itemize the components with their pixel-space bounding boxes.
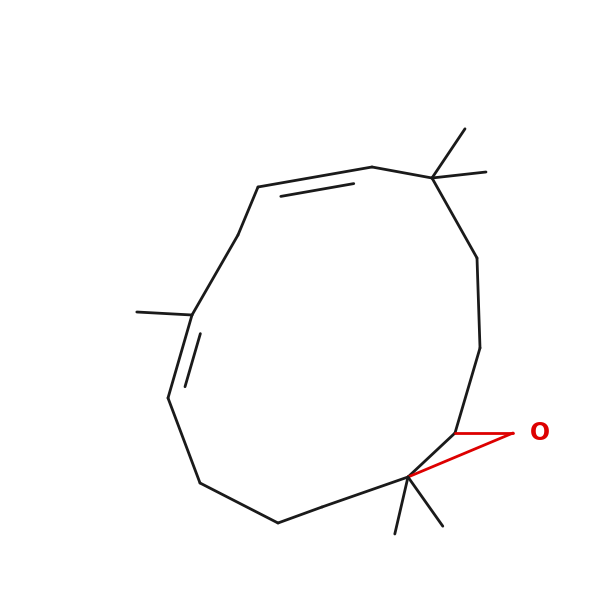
Text: O: O xyxy=(530,421,550,445)
